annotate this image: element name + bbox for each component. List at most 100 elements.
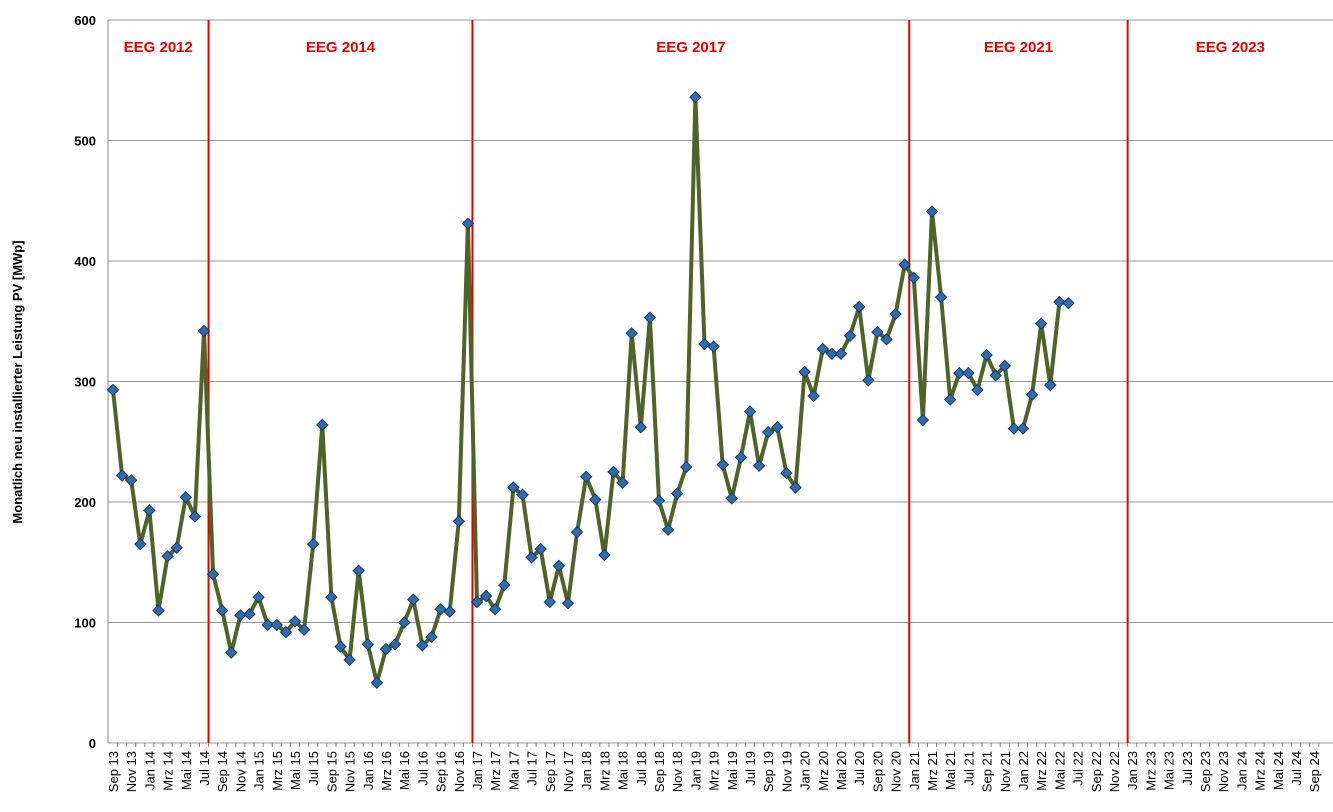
marker	[115, 469, 129, 482]
marker	[197, 324, 211, 338]
period-label: EEG 2023	[1196, 39, 1265, 56]
marker	[134, 537, 147, 551]
marker	[962, 366, 975, 380]
x-tick-label: Jan 15	[252, 751, 267, 790]
x-tick-label: Mai 21	[943, 751, 958, 790]
marker	[443, 605, 456, 618]
marker	[725, 492, 739, 505]
x-tick-label: Mrz 15	[270, 751, 285, 791]
marker	[1007, 422, 1021, 435]
x-tick-label: Mai 20	[834, 751, 849, 790]
y-tick-label: 0	[89, 736, 96, 751]
x-tick-label: Sep 14	[215, 751, 230, 792]
x-tick-label: Nov 15	[343, 751, 358, 792]
marker	[898, 258, 911, 271]
marker	[643, 311, 657, 324]
marker	[352, 564, 365, 577]
x-tick-label: Mrz 23	[1143, 751, 1158, 791]
marker	[161, 550, 174, 563]
x-tick-label: Nov 18	[670, 751, 685, 792]
x-tick-label: Nov 19	[779, 751, 794, 792]
x-tick-label: Sep 18	[652, 751, 667, 792]
marker	[570, 525, 584, 539]
marker	[579, 470, 593, 483]
marker	[279, 625, 293, 639]
marker	[261, 618, 274, 632]
x-tick-label: Jul 17	[525, 751, 540, 786]
x-tick-label: Mrz 17	[488, 751, 503, 791]
marker	[434, 603, 447, 616]
marker	[652, 494, 666, 508]
x-tick-label: Mai 19	[725, 751, 740, 790]
marker	[407, 593, 420, 606]
marker	[243, 607, 256, 621]
x-tick-label: Mai 14	[179, 751, 194, 790]
x-tick-label: Jan 18	[579, 751, 594, 790]
marker	[388, 637, 402, 651]
marker	[397, 616, 411, 629]
marker	[816, 342, 830, 356]
y-tick-label: 100	[74, 616, 96, 631]
marker	[934, 290, 948, 304]
marker	[525, 551, 538, 564]
x-tick-label: Jul 22	[1071, 751, 1086, 786]
x-tick-label: Mai 17	[506, 751, 521, 790]
marker	[989, 369, 1002, 382]
marker	[771, 421, 784, 434]
marker	[843, 329, 857, 342]
x-tick-label: Nov 23	[1216, 751, 1231, 792]
x-tick-label: Mai 24	[1271, 751, 1286, 790]
marker	[780, 466, 793, 480]
marker	[543, 595, 557, 609]
x-tick-label: Sep 21	[980, 751, 995, 792]
x-tick-label: Sep 19	[761, 751, 776, 792]
x-tick-label: Mai 23	[1162, 751, 1177, 790]
marker	[334, 640, 347, 653]
marker	[452, 515, 466, 528]
y-tick-label: 400	[74, 254, 96, 269]
marker	[625, 327, 638, 340]
marker	[507, 481, 520, 494]
x-tick-label: Jul 16	[415, 751, 430, 786]
x-tick-label: Mai 18	[616, 751, 631, 790]
marker	[689, 90, 702, 104]
x-tick-label: Jul 14	[197, 751, 212, 786]
marker	[361, 637, 375, 651]
y-tick-label: 600	[74, 13, 96, 28]
marker	[616, 476, 629, 489]
x-tick-label: Nov 17	[561, 751, 576, 792]
x-tick-label: Jan 20	[798, 751, 813, 790]
x-tick-label: Sep 24	[1307, 751, 1322, 792]
period-label: EEG 2012	[124, 39, 193, 56]
marker	[707, 340, 720, 353]
period-label: EEG 2017	[656, 39, 725, 56]
x-tick-label: Jan 17	[470, 751, 485, 790]
marker	[225, 646, 238, 659]
marker	[561, 597, 575, 610]
marker	[552, 559, 566, 573]
marker	[379, 642, 393, 656]
marker	[825, 347, 839, 360]
marker	[1053, 295, 1066, 309]
x-tick-label: Jan 21	[907, 751, 922, 790]
x-tick-label: Nov 16	[452, 751, 467, 792]
marker	[1044, 378, 1057, 392]
marker	[498, 578, 511, 592]
x-tick-label: Jul 18	[634, 751, 649, 786]
marker	[761, 425, 775, 439]
x-tick-label: Jan 23	[1125, 751, 1140, 790]
x-tick-label: Nov 21	[998, 751, 1013, 792]
x-tick-label: Mrz 16	[379, 751, 394, 791]
x-tick-label: Mrz 14	[161, 751, 176, 791]
x-tick-label: Mrz 21	[925, 751, 940, 791]
x-tick-label: Mai 22	[1052, 751, 1067, 790]
period-label: EEG 2021	[984, 39, 1053, 56]
marker	[188, 510, 202, 523]
marker	[143, 504, 156, 517]
marker	[871, 325, 884, 339]
y-tick-label: 300	[74, 375, 96, 390]
marker	[206, 568, 220, 581]
marker	[680, 460, 693, 474]
x-tick-label: Mrz 24	[1253, 751, 1268, 791]
marker	[516, 488, 529, 501]
